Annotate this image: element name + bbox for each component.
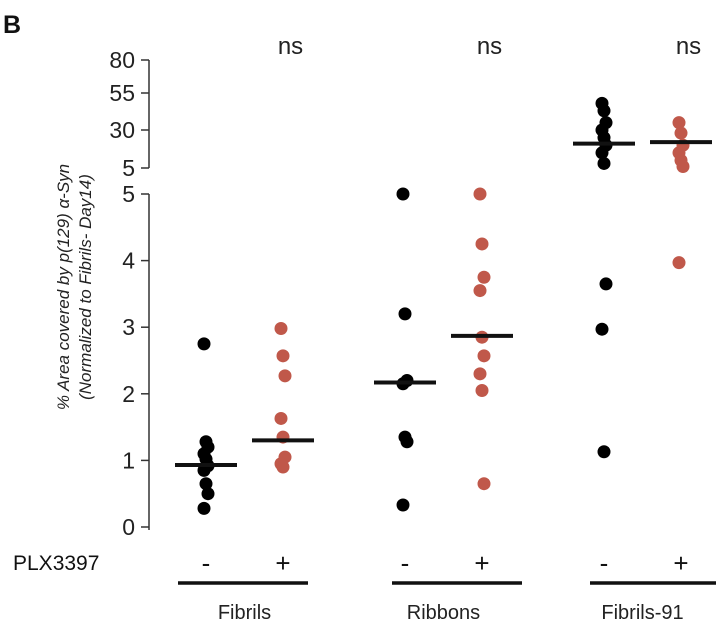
treatment-row-label: PLX3397	[13, 552, 99, 575]
data-point	[274, 322, 288, 336]
data-point	[276, 460, 290, 474]
data-point	[599, 277, 613, 291]
y-tick-label: 5	[122, 181, 135, 207]
panel-label: B	[3, 11, 21, 39]
data-point	[396, 187, 410, 201]
group-name-label: Fibrils	[218, 602, 271, 624]
data-point	[274, 411, 288, 425]
y-tick-label: 30	[109, 117, 135, 143]
data-point	[674, 126, 688, 140]
y-tick-label: 0	[122, 514, 135, 540]
data-point	[473, 367, 487, 381]
data-point	[477, 477, 491, 491]
data-point	[475, 237, 489, 251]
plot-area: ns - + Fibrils ns - + Ribbons ns - + Fibrils-91	[175, 33, 716, 624]
y-tick-label: 3	[122, 314, 135, 340]
y-tick-label: 4	[122, 248, 135, 274]
data-point	[201, 487, 215, 501]
group-name-label: Fibrils-91	[601, 602, 683, 624]
data-point	[197, 501, 211, 515]
data-point	[473, 187, 487, 201]
group-fibrils: ns - + Fibrils	[175, 33, 314, 624]
data-point	[199, 477, 213, 491]
y-axis-label-line-1: % Area covered by p(129) α-Syn	[54, 164, 73, 410]
data-point	[197, 337, 211, 351]
significance-label: ns	[278, 33, 303, 60]
y-tick-label: 1	[122, 447, 135, 473]
y-axis: 80 55 30 55 4 3 2 1 0	[109, 47, 150, 540]
group-fibrils-91: ns - + Fibrils-91	[573, 33, 716, 624]
treatment-sign: +	[275, 548, 290, 578]
data-point	[595, 146, 609, 160]
y-axis-label-line-2: (Normalized to Fibrils- Day14)	[76, 174, 95, 400]
treatment-sign: +	[673, 548, 688, 578]
data-point	[400, 435, 414, 449]
data-point	[595, 322, 609, 336]
data-point	[477, 270, 491, 284]
group-name-label: Ribbons	[407, 602, 480, 624]
y-tick-label: 2	[122, 381, 135, 407]
data-point	[597, 156, 611, 170]
y-tick-label: 80	[109, 47, 135, 73]
y-axis-ticks: 80 55 30 55 4 3 2 1 0	[109, 47, 149, 540]
treatment-sign: +	[474, 548, 489, 578]
significance-label: ns	[676, 33, 701, 60]
treatment-sign: -	[600, 548, 609, 578]
data-point	[473, 284, 487, 298]
data-point	[597, 445, 611, 459]
treatment-sign: -	[202, 548, 211, 578]
data-point	[597, 104, 611, 118]
data-point	[197, 463, 211, 477]
data-point	[398, 307, 412, 321]
data-point	[276, 349, 290, 363]
data-point	[676, 159, 690, 173]
data-point	[278, 369, 292, 383]
group-ribbons: ns - + Ribbons	[374, 33, 522, 624]
significance-label: ns	[477, 33, 502, 60]
treatment-sign: -	[401, 548, 410, 578]
y-tick-label: 55	[109, 80, 135, 106]
data-point	[475, 383, 489, 397]
data-point	[672, 256, 686, 270]
data-point	[672, 116, 686, 130]
y-tick-label: 5	[122, 155, 135, 181]
data-point	[396, 498, 410, 512]
data-point	[477, 349, 491, 363]
